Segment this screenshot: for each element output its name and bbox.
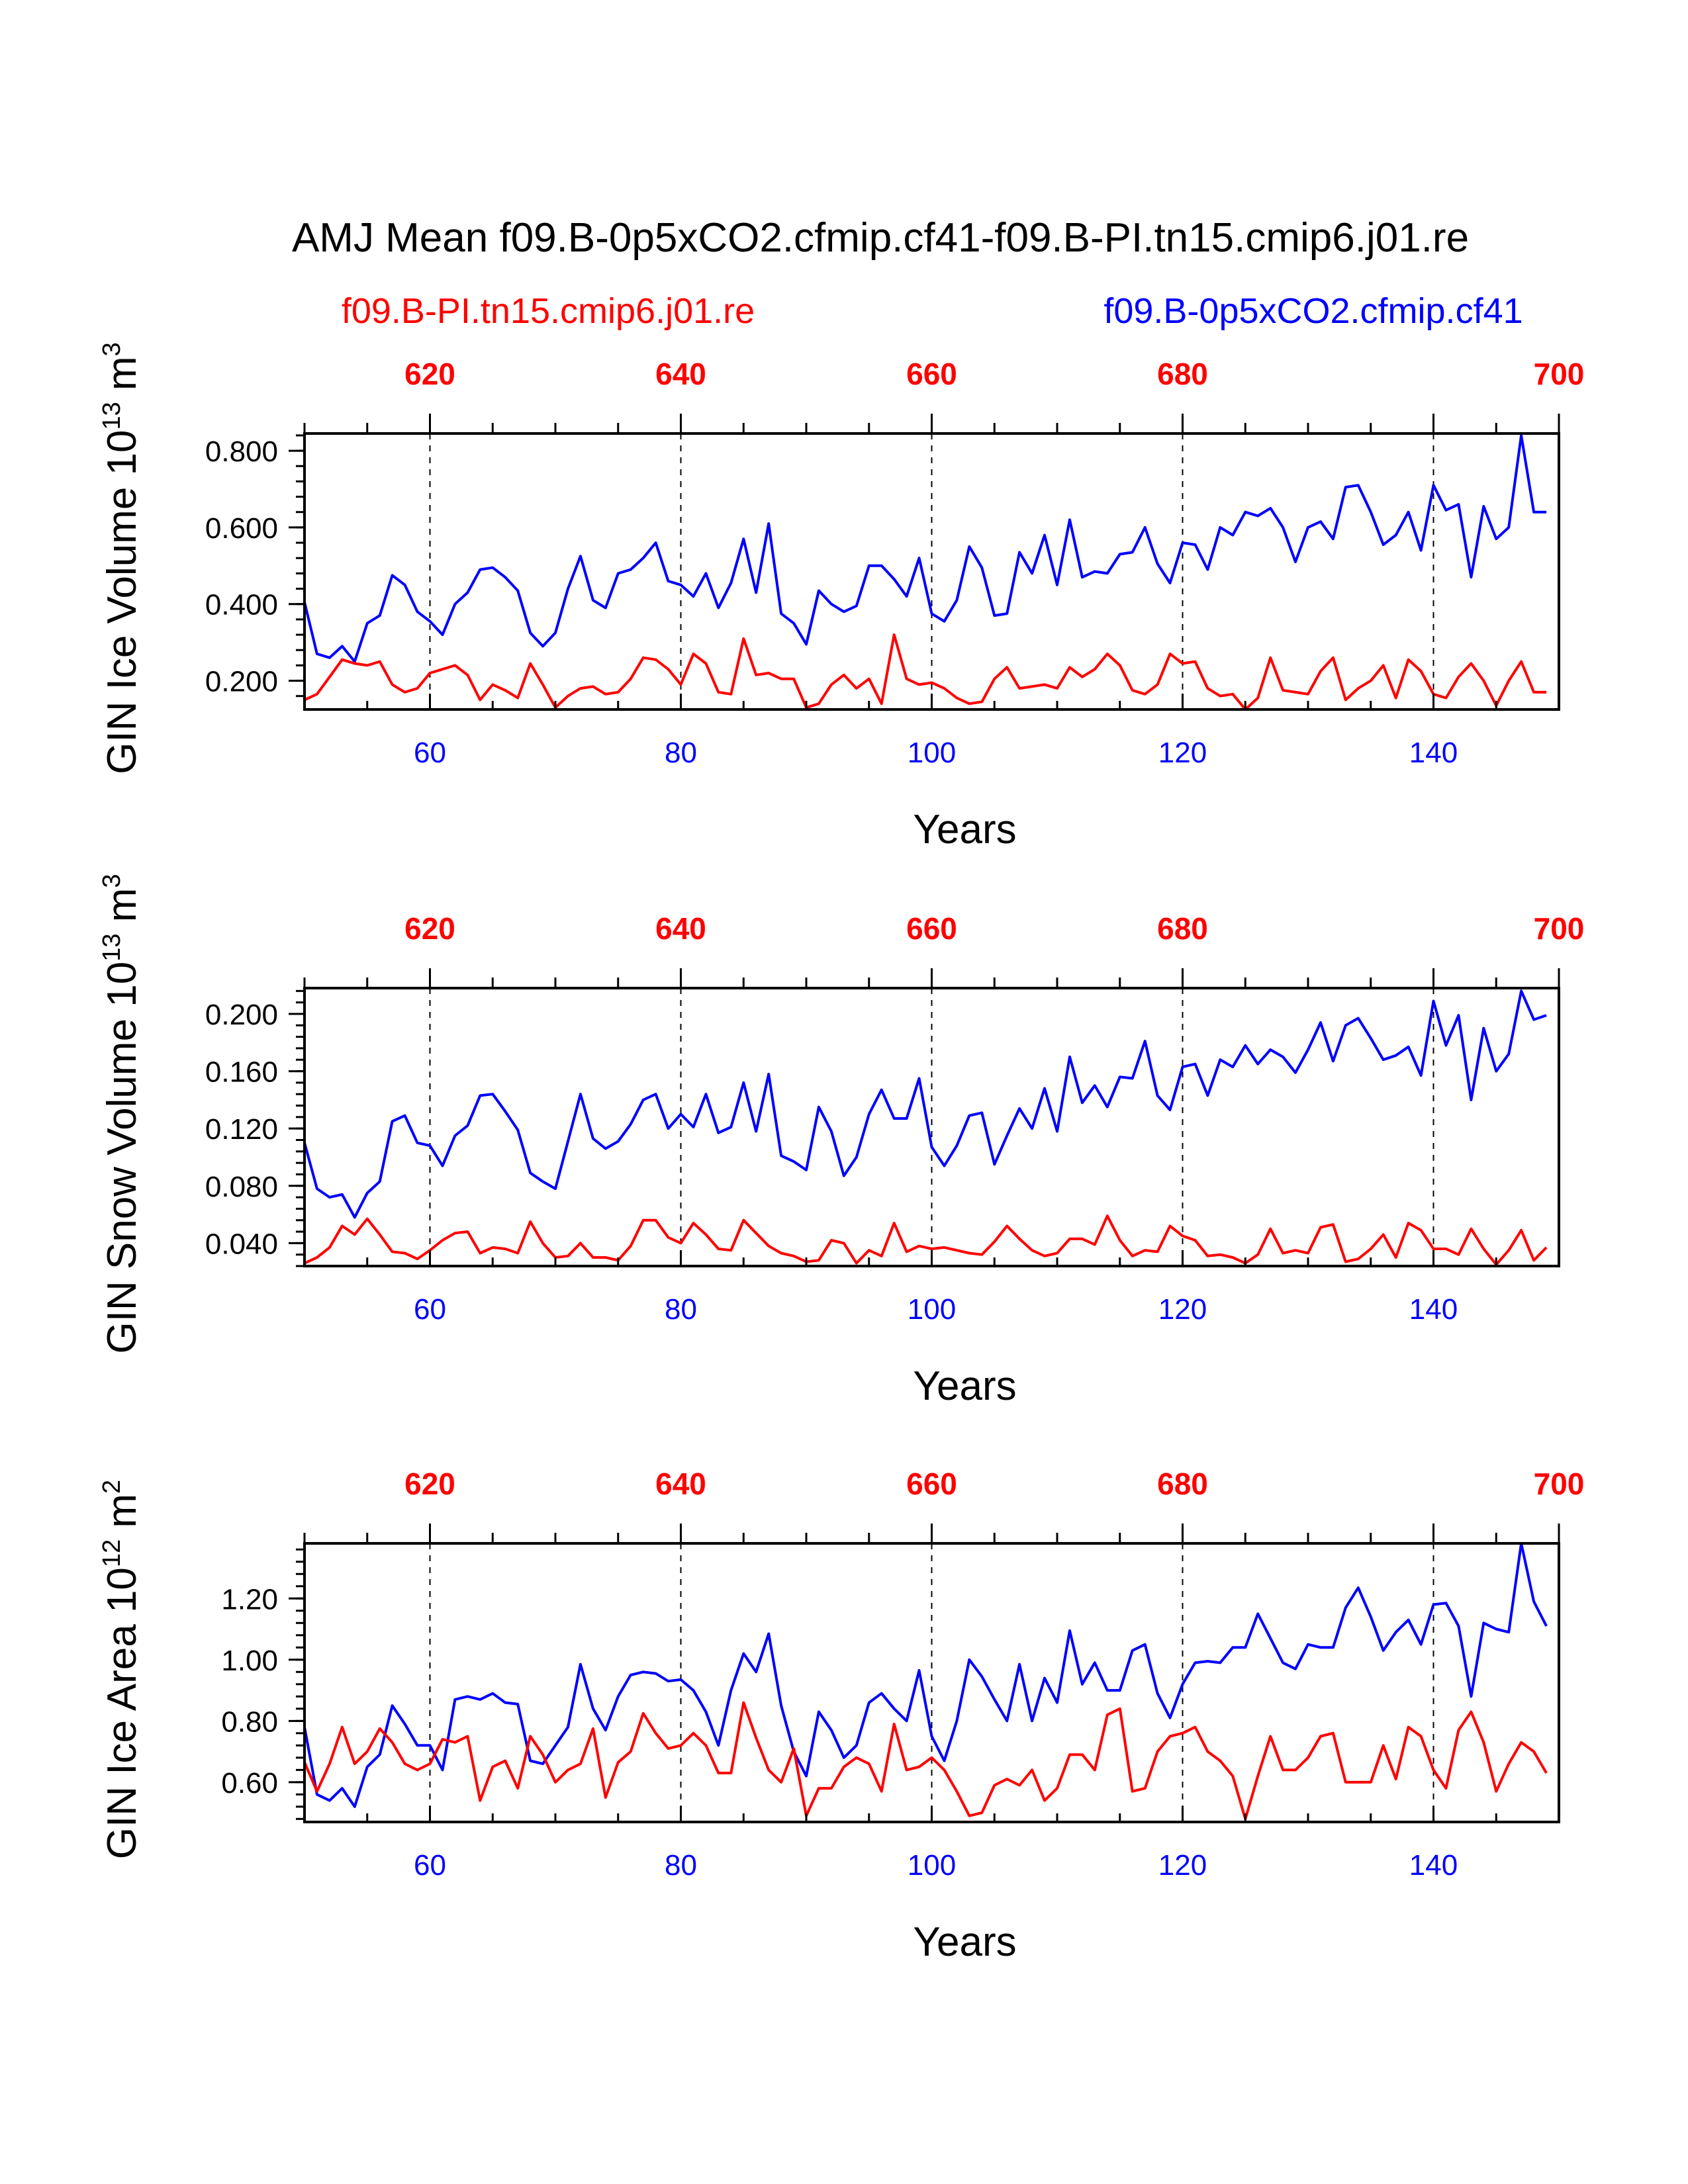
y-axis-label-part: m	[99, 356, 145, 402]
series-line-pi	[304, 633, 1547, 711]
y-tick-label: 0.040	[205, 1228, 278, 1260]
series-line-co2	[303, 433, 1547, 663]
series-line-pi	[303, 1701, 1548, 1821]
top-x-tick-label: 680	[1157, 357, 1208, 391]
x-tick-label: 60	[414, 737, 446, 769]
y-axis-label-part: GIN Ice Volume 10	[99, 430, 145, 774]
top-x-tick-label: 620	[404, 911, 455, 946]
top-x-tick-label: 700	[1534, 1467, 1585, 1501]
y-tick-label: 0.400	[205, 589, 278, 621]
y-axis-label: GIN Snow Volume 1013 m3	[98, 874, 145, 1353]
top-x-tick-label: 700	[1534, 911, 1585, 946]
x-tick-label: 100	[908, 1849, 956, 1882]
top-x-tick-label: 660	[906, 1467, 957, 1501]
y-axis-label-superscript: 2	[98, 1480, 126, 1494]
legend-co2: f09.B-0p5xCO2.cfmip.cf41	[1103, 291, 1523, 331]
x-tick-label: 80	[665, 1849, 697, 1882]
panel-snow-volume: 60 80 100 120 140 620 640 660 680 700 0.040 0.080 0.…	[98, 874, 1584, 1409]
top-x-tick-label: 640	[655, 911, 706, 946]
y-tick-label: 0.080	[205, 1171, 278, 1203]
x-tick-label: 100	[908, 737, 956, 769]
top-x-tick-label: 700	[1534, 357, 1585, 391]
y-axis-label-part: GIN Snow Volume 10	[99, 962, 145, 1354]
y-axis-label: GIN Ice Volume 1013 m3	[98, 342, 145, 774]
x-tick-label: 80	[665, 1293, 697, 1326]
top-x-tick-label: 640	[655, 1467, 706, 1501]
y-tick-label: 0.600	[205, 512, 278, 545]
x-tick-label: 120	[1158, 737, 1207, 769]
y-axis-label-part: m	[99, 888, 145, 934]
figure-title: AMJ Mean f09.B-0p5xCO2.cfmip.cf41-f09.B-…	[292, 215, 1469, 261]
series-line-co2	[303, 1542, 1548, 1808]
y-tick-label: 1.20	[221, 1583, 278, 1615]
y-axis-label-superscript: 13	[98, 933, 126, 961]
panel-ice-area: 60 80 100 120 140 620 640 660 680 700 0.60 0.80 1.00…	[98, 1467, 1584, 1965]
top-x-tick-label: 660	[906, 357, 957, 391]
y-axis-label-superscript: 3	[98, 342, 126, 356]
y-axis-label: GIN Ice Area 1012 m2	[98, 1480, 145, 1859]
x-tick-label: 60	[414, 1849, 446, 1882]
y-tick-label: 1.00	[221, 1645, 278, 1677]
series-line-co2	[303, 989, 1547, 1219]
x-tick-label: 140	[1409, 737, 1458, 769]
x-tick-label: 140	[1409, 1293, 1458, 1326]
top-x-tick-label: 640	[655, 357, 706, 391]
series-line-pi	[304, 1214, 1548, 1266]
y-axis-label-part: GIN Ice Area 10	[99, 1567, 145, 1859]
x-tick-label: 80	[665, 737, 697, 769]
top-x-tick-label: 660	[906, 911, 957, 946]
panel-ice-volume: 60 80 100 120 140 620 640 660 680 700 0.200 0.400 0.…	[98, 342, 1584, 852]
x-tick-label: 100	[908, 1293, 956, 1326]
x-axis-label: Years	[913, 807, 1016, 852]
x-tick-label: 140	[1409, 1849, 1458, 1882]
top-x-tick-label: 680	[1157, 911, 1208, 946]
top-x-tick-label: 680	[1157, 1467, 1208, 1501]
y-axis-label-part: m	[99, 1494, 145, 1539]
x-axis-label: Years	[913, 1919, 1016, 1965]
y-tick-label: 0.800	[205, 435, 278, 468]
y-tick-label: 0.200	[205, 666, 278, 698]
top-x-tick-label: 620	[404, 1467, 455, 1501]
y-tick-label: 0.120	[205, 1113, 278, 1146]
y-axis-label-superscript: 13	[98, 402, 126, 430]
x-tick-label: 120	[1158, 1293, 1207, 1326]
y-tick-label: 0.200	[205, 999, 278, 1031]
x-tick-label: 120	[1158, 1849, 1207, 1882]
y-axis-label-superscript: 3	[98, 874, 126, 887]
y-tick-label: 0.160	[205, 1056, 278, 1089]
x-tick-label: 60	[414, 1293, 446, 1326]
y-tick-label: 0.60	[221, 1767, 278, 1799]
y-tick-label: 0.80	[221, 1706, 278, 1738]
legend-pi: f09.B-PI.tn15.cmip6.j01.re	[342, 291, 755, 331]
x-axis-label: Years	[913, 1363, 1016, 1409]
y-axis-label-superscript: 12	[98, 1539, 126, 1567]
top-x-tick-label: 620	[404, 357, 455, 391]
